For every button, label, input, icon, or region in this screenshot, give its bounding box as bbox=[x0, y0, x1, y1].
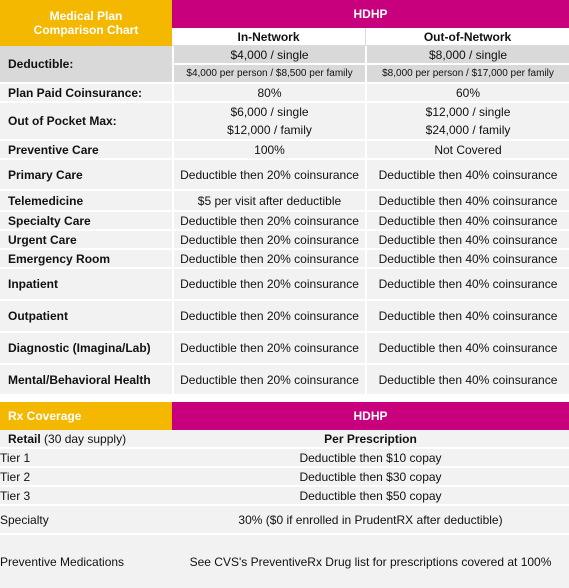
rx-row-value: See CVS's PreventiveRx Drug list for pre… bbox=[172, 535, 569, 588]
in-network-header: In-Network bbox=[172, 28, 365, 46]
row-out-value: Not Covered bbox=[365, 141, 569, 160]
medical-chart-title: Medical Plan Comparison Chart bbox=[0, 0, 172, 46]
rx-row-label: Tier 1 bbox=[0, 449, 172, 468]
oop-max-out: $12,000 / single $24,000 / family bbox=[365, 103, 569, 141]
oop-max-label: Out of Pocket Max: bbox=[0, 103, 172, 141]
row-in-value: 100% bbox=[172, 141, 365, 160]
row-in-value: Deductible then 20% coinsurance bbox=[172, 250, 365, 269]
out-of-network-header: Out-of-Network bbox=[365, 28, 569, 46]
deductible-in-family: $4,000 per person / $8,500 per family bbox=[172, 65, 365, 84]
row-out-value: Deductible then 40% coinsurance bbox=[365, 269, 569, 301]
rx-row-value: 30% ($0 if enrolled in PrudentRX after d… bbox=[172, 506, 569, 535]
row-label: Mental/Behavioral Health bbox=[0, 365, 172, 396]
row-label: Inpatient bbox=[0, 269, 172, 301]
row-in-value: $5 per visit after deductible bbox=[172, 191, 365, 212]
row-label: Specialty Care bbox=[0, 212, 172, 231]
deductible-label: Deductible: bbox=[0, 46, 172, 84]
row-out-value: Deductible then 40% coinsurance bbox=[365, 250, 569, 269]
rx-row-value: Deductible then $10 copay bbox=[172, 449, 569, 468]
row-label: Outpatient bbox=[0, 301, 172, 333]
row-label: Telemedicine bbox=[0, 191, 172, 212]
oop-out-family: $24,000 / family bbox=[425, 123, 511, 137]
coinsurance-label: Plan Paid Coinsurance: bbox=[0, 84, 172, 103]
row-out-value: Deductible then 40% coinsurance bbox=[365, 333, 569, 365]
rx-row-value: Deductible then $50 copay bbox=[172, 487, 569, 506]
row-out-value: Deductible then 40% coinsurance bbox=[365, 160, 569, 191]
row-out-value: Deductible then 40% coinsurance bbox=[365, 191, 569, 212]
row-in-value: Deductible then 20% coinsurance bbox=[172, 212, 365, 231]
row-in-value: Deductible then 20% coinsurance bbox=[172, 269, 365, 301]
oop-out-single: $12,000 / single bbox=[425, 105, 511, 119]
row-in-value: Deductible then 20% coinsurance bbox=[172, 333, 365, 365]
row-out-value: Deductible then 40% coinsurance bbox=[365, 231, 569, 250]
row-in-value: Deductible then 20% coinsurance bbox=[172, 160, 365, 191]
medical-comparison-table: Medical Plan Comparison Chart HDHP In-Ne… bbox=[0, 0, 569, 396]
row-in-value: Deductible then 20% coinsurance bbox=[172, 301, 365, 333]
rx-row-value: Deductible then $30 copay bbox=[172, 468, 569, 487]
retail-label-detail: (30 day supply) bbox=[40, 431, 127, 446]
row-label: Preventive Care bbox=[0, 141, 172, 160]
row-out-value: Deductible then 40% coinsurance bbox=[365, 212, 569, 231]
oop-in-single: $6,000 / single bbox=[230, 105, 309, 119]
rx-row-label: Tier 3 bbox=[0, 487, 172, 506]
deductible-in-single: $4,000 / single bbox=[172, 46, 365, 65]
coinsurance-in: 80% bbox=[172, 84, 365, 103]
rx-coverage-title: Rx Coverage bbox=[0, 402, 172, 430]
per-prescription-header: Per Prescription bbox=[172, 430, 569, 449]
retail-label: Retail (30 day supply) bbox=[0, 430, 172, 449]
row-in-value: Deductible then 20% coinsurance bbox=[172, 231, 365, 250]
rx-coverage-table: Rx Coverage HDHP Retail (30 day supply) … bbox=[0, 402, 569, 588]
row-label: Diagnostic (Imagina/Lab) bbox=[0, 333, 172, 365]
retail-label-bold: Retail bbox=[8, 431, 41, 446]
coinsurance-out: 60% bbox=[365, 84, 569, 103]
oop-in-family: $12,000 / family bbox=[227, 123, 312, 137]
row-label: Urgent Care bbox=[0, 231, 172, 250]
medical-plan-header: HDHP bbox=[172, 0, 569, 28]
row-out-value: Deductible then 40% coinsurance bbox=[365, 365, 569, 396]
rx-row-label: Tier 2 bbox=[0, 468, 172, 487]
deductible-out-single: $8,000 / single bbox=[365, 46, 569, 65]
oop-max-in: $6,000 / single $12,000 / family bbox=[172, 103, 365, 141]
row-label: Emergency Room bbox=[0, 250, 172, 269]
row-in-value: Deductible then 20% coinsurance bbox=[172, 365, 365, 396]
rx-row-label: Specialty bbox=[0, 506, 172, 535]
row-label: Primary Care bbox=[0, 160, 172, 191]
row-out-value: Deductible then 40% coinsurance bbox=[365, 301, 569, 333]
deductible-out-family: $8,000 per person / $17,000 per family bbox=[365, 65, 569, 84]
rx-row-label: Preventive Medications bbox=[0, 535, 172, 588]
rx-plan-header: HDHP bbox=[172, 402, 569, 430]
